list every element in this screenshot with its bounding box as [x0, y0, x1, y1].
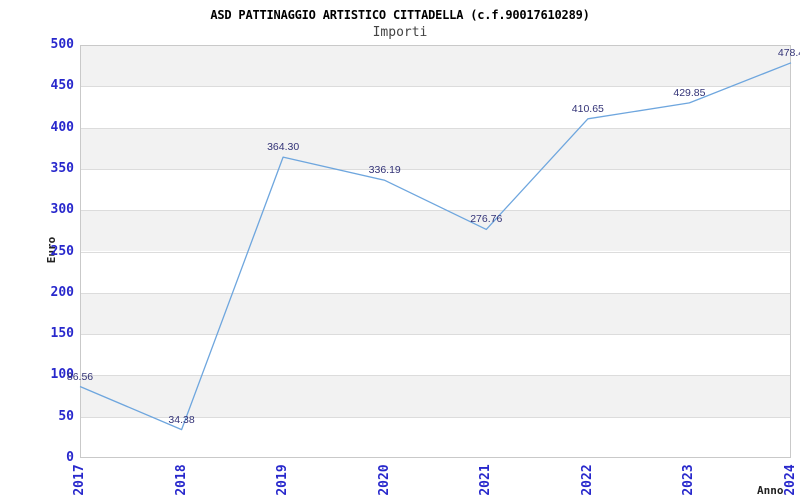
gridline — [80, 45, 791, 46]
gridline — [80, 127, 791, 129]
y-axis-tick-label: 300 — [50, 202, 74, 218]
x-axis-tick-label: 2022 — [579, 464, 595, 496]
y-axis-tick-label: 500 — [50, 37, 74, 52]
plot-band — [80, 168, 791, 211]
plot-band — [80, 45, 791, 87]
plot-band — [80, 86, 791, 128]
y-axis-tick-label: 450 — [50, 78, 74, 94]
data-label: 34.38 — [168, 413, 195, 426]
data-label: 410.65 — [571, 102, 604, 115]
line-series — [79, 62, 792, 431]
y-axis-tick-label: 400 — [50, 119, 74, 135]
x-axis-tick-label: 2020 — [376, 464, 392, 496]
gridline — [80, 210, 791, 212]
chart-subtitle: Importi — [372, 25, 428, 40]
x-axis-line — [80, 457, 791, 458]
plot-right-border — [790, 45, 791, 458]
data-label: 276.76 — [470, 213, 503, 226]
data-label: 364.30 — [267, 141, 300, 154]
gridline — [80, 251, 791, 253]
data-label: 86.56 — [66, 370, 94, 383]
gridline — [80, 375, 791, 377]
x-axis-tick-label: 2019 — [275, 464, 291, 496]
gridline — [80, 86, 791, 88]
y-axis-line — [80, 45, 81, 458]
y-axis-tick-label: 350 — [50, 160, 74, 176]
y-axis-tick-label: 50 — [58, 408, 74, 424]
plot-band — [80, 375, 791, 417]
x-axis-tick-label: 2024 — [783, 464, 798, 496]
gridline — [80, 416, 791, 418]
x-axis-tick-label: 2017 — [72, 464, 87, 496]
gridline — [80, 292, 791, 294]
x-axis-title: Anno — [757, 484, 784, 497]
plot-band — [80, 292, 791, 335]
gridline — [80, 334, 791, 336]
data-label: 336.19 — [368, 164, 401, 177]
data-label: 478.4 — [777, 46, 800, 59]
x-axis-tick-label: 2023 — [681, 464, 697, 496]
y-axis-tick-label: 150 — [50, 326, 74, 342]
plot-band — [80, 416, 791, 458]
plot-band — [80, 210, 791, 252]
x-axis-tick-label: 2018 — [173, 464, 189, 496]
chart-title: ASD PATTINAGGIO ARTISTICO CITTADELLA (c.… — [210, 8, 590, 22]
y-axis-tick-label: 200 — [50, 284, 74, 300]
plot-area — [79, 45, 792, 458]
series-line-importi — [79, 62, 792, 431]
x-axis-tick-label: 2021 — [478, 464, 494, 496]
plot-band — [80, 251, 791, 293]
gridline — [80, 168, 791, 170]
plot-band — [80, 127, 791, 169]
y-axis-tick-label: 100 — [50, 367, 74, 383]
y-axis-tick-label: 250 — [50, 243, 74, 259]
data-label: 429.85 — [673, 86, 706, 99]
plot-band — [80, 334, 791, 376]
y-axis-tick-label: 0 — [66, 450, 74, 465]
